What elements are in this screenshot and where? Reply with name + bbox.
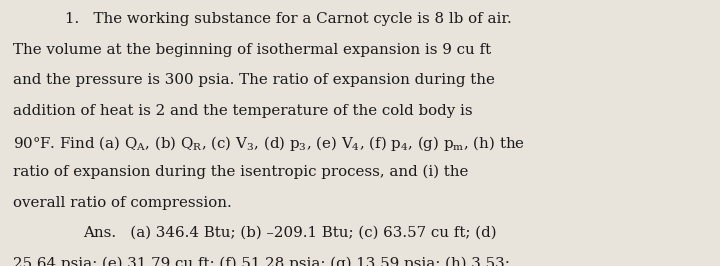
Text: 25.64 psia; (e) 31.79 cu ft; (f) 51.28 psia; (g) 13.59 psia; (h) 3.53;: 25.64 psia; (e) 31.79 cu ft; (f) 51.28 p… [13, 257, 510, 266]
Text: overall ratio of compression.: overall ratio of compression. [13, 196, 232, 210]
Text: 1.   The working substance for a Carnot cycle is 8 lb of air.: 1. The working substance for a Carnot cy… [65, 12, 511, 26]
Text: The volume at the beginning of isothermal expansion is 9 cu ft: The volume at the beginning of isotherma… [13, 43, 491, 57]
Text: 90$\mathregular{°}$F. Find (a) Q$_\mathregular{A}$, (b) Q$_\mathregular{R}$, (c): 90$\mathregular{°}$F. Find (a) Q$_\mathr… [13, 134, 525, 153]
Text: ratio of expansion during the isentropic process, and (i) the: ratio of expansion during the isentropic… [13, 165, 468, 179]
Text: Ans.   (a) 346.4 Btu; (b) –209.1 Btu; (c) 63.57 cu ft; (d): Ans. (a) 346.4 Btu; (b) –209.1 Btu; (c) … [83, 226, 496, 240]
Text: and the pressure is 300 psia. The ratio of expansion during the: and the pressure is 300 psia. The ratio … [13, 73, 495, 87]
Text: addition of heat is 2 and the temperature of the cold body is: addition of heat is 2 and the temperatur… [13, 104, 472, 118]
